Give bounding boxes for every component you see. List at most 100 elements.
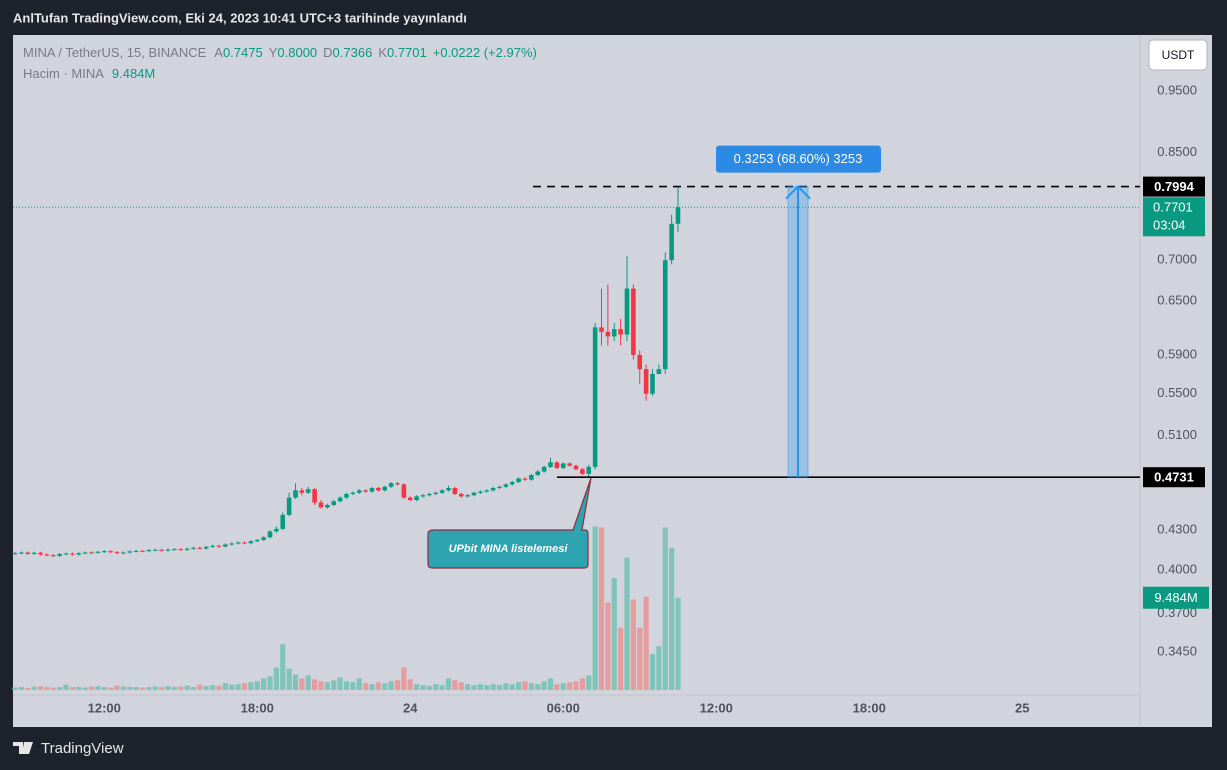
y-tick-label: 0.5500 (1157, 385, 1197, 400)
candle-body (369, 487, 375, 492)
low-value: 0.7366 (333, 45, 373, 60)
candle-body (529, 475, 534, 480)
volume-bar (592, 526, 598, 690)
volume-bar (637, 627, 643, 690)
candle-body (299, 490, 305, 493)
volume-bar (414, 684, 420, 690)
candle-body (446, 487, 451, 491)
volume-bar (152, 686, 158, 690)
volume-bar (509, 684, 515, 690)
x-tick-label: 24 (403, 700, 418, 715)
volume-bar (178, 686, 184, 690)
y-tick-label: 0.6500 (1157, 293, 1197, 308)
volume-bar (101, 687, 107, 690)
currency-label: USDT (1162, 48, 1195, 62)
volume-bar (388, 681, 394, 690)
candle-body (76, 553, 82, 555)
candle-body (490, 487, 496, 491)
candle-body (267, 531, 273, 538)
candle-body (101, 551, 107, 553)
volume-bar (458, 682, 464, 690)
y-tick-label: 0.7000 (1157, 252, 1197, 267)
candle-body (535, 471, 541, 476)
candle-body (554, 462, 560, 469)
volume-legend: Hacim · MINA 9.484M (23, 66, 155, 81)
candle-body (497, 486, 502, 488)
candle-body (465, 495, 470, 497)
volume-bar (120, 686, 126, 690)
candle-body (223, 544, 228, 547)
volume-bar (31, 686, 37, 690)
candle-body (140, 550, 145, 552)
candle-body (210, 545, 215, 547)
volume-bar (25, 688, 31, 690)
candle-body (172, 549, 177, 551)
volume-bar (643, 596, 649, 690)
candle-body (197, 547, 203, 549)
volume-bar (76, 687, 82, 690)
volume-bar (426, 686, 432, 690)
candle-body (19, 552, 24, 554)
candle-body (586, 466, 592, 474)
price-tag-label: 0.7994 (1154, 179, 1195, 194)
candle-body (325, 504, 330, 508)
overlay-layer: 0.3253 (68.60%) 3253 UPbit MINA listeleme… (13, 145, 1140, 569)
volume-bar (37, 686, 44, 690)
volume-bar (222, 683, 228, 690)
volume-bar (369, 684, 375, 690)
candle-body (516, 478, 521, 483)
candle-body (509, 482, 515, 485)
volume-bar (649, 653, 656, 690)
candle-body (254, 539, 260, 542)
candle-body (471, 492, 477, 496)
candle-body (376, 487, 381, 491)
candle-body (356, 490, 362, 493)
candle-body (560, 463, 566, 469)
volume-bar (165, 686, 171, 690)
volume-bar (356, 678, 362, 690)
volume-bar (139, 687, 146, 690)
volume-bar (229, 684, 235, 690)
legend: MINA / TetherUS, 15, BINANCE A0.7475 Y0.80… (23, 45, 537, 60)
candle-body (458, 493, 464, 497)
volume-bar (197, 684, 203, 690)
candle-body (305, 489, 311, 493)
candle-body (44, 554, 50, 556)
candle-body (662, 260, 668, 370)
measure-label: 0.3253 (68.60%) 3253 (734, 151, 863, 166)
currency-button[interactable] (1148, 39, 1208, 71)
volume-bar (12, 687, 18, 690)
volume-bar (490, 684, 496, 690)
candle-body (580, 469, 585, 474)
volume-bar (433, 684, 439, 690)
volume-bar (452, 680, 458, 690)
candle-body (363, 490, 368, 492)
candle-body (165, 549, 171, 551)
volume-bar (305, 675, 311, 690)
volume-tag (1143, 586, 1209, 609)
candle-body (331, 501, 337, 505)
candle-body (184, 548, 190, 550)
volume-bar (350, 682, 356, 690)
candle-body (159, 549, 164, 551)
candle-body (337, 497, 343, 502)
candle-body (235, 542, 241, 544)
x-tick-label: 25 (1015, 700, 1029, 715)
volume-title: Hacim · MINA (23, 66, 104, 81)
candle-body (25, 552, 31, 554)
volume-bar (420, 685, 426, 690)
last-price-tag (1143, 197, 1205, 237)
candle-body (146, 550, 152, 552)
annotation-box (427, 477, 592, 569)
candle-body (89, 552, 94, 554)
volume-bar (190, 687, 197, 690)
symbol: MINA / TetherUS, 15, BINANCE (23, 45, 207, 60)
volume-bar (337, 677, 343, 690)
volume-bar (261, 678, 267, 690)
candle-body (31, 552, 37, 554)
volume-bar (484, 685, 490, 690)
volume-bar (82, 687, 88, 690)
volume-bar (547, 678, 554, 690)
y-tick-label: 0.3450 (1157, 644, 1197, 659)
